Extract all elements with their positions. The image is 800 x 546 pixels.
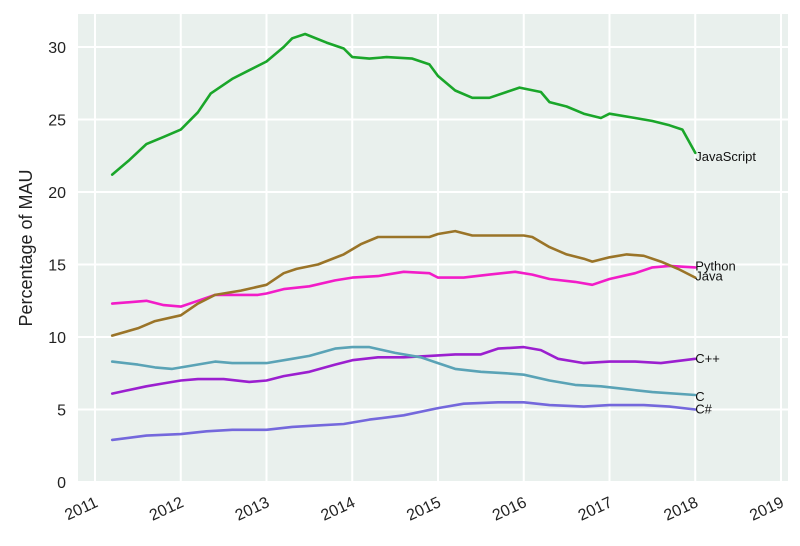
x-axis-ticks: 2011 2012 2013 2014 2015 2016 2017 2018 2019 — [62, 494, 786, 524]
x-tick-label: 2018 — [661, 494, 701, 524]
plot-background — [78, 14, 788, 482]
y-axis-ticks: 0 5 10 15 20 25 30 — [48, 40, 66, 492]
x-tick-label: 2013 — [233, 494, 273, 524]
series-line-c — [110, 345, 697, 397]
series-label: C — [695, 389, 704, 404]
series-lines — [110, 32, 697, 442]
y-tick-label: 10 — [48, 330, 66, 347]
y-tick-label: 5 — [57, 403, 66, 420]
x-tick-label: 2016 — [490, 494, 530, 524]
series-label: JavaScript — [695, 149, 756, 164]
x-tick-label: 2011 — [62, 494, 100, 524]
x-tick-label: 2015 — [404, 494, 444, 524]
series-line-c- — [110, 345, 697, 395]
series-line-java — [110, 229, 697, 337]
x-tick-label: 2014 — [318, 494, 358, 524]
series-label: C# — [695, 402, 712, 417]
y-tick-label: 20 — [48, 185, 66, 202]
y-tick-label: 25 — [48, 113, 66, 130]
x-tick-label: 2017 — [576, 494, 616, 524]
series-line-javascript — [110, 32, 697, 176]
series-label: C++ — [695, 351, 720, 366]
series-line-c- — [110, 400, 697, 442]
x-tick-label: 2012 — [147, 494, 187, 524]
series-label: Python — [695, 258, 735, 273]
y-axis-title: Percentage of MAU — [16, 169, 36, 326]
y-tick-label: 15 — [48, 258, 66, 275]
y-tick-label: 0 — [57, 475, 66, 492]
y-tick-label: 30 — [48, 40, 66, 57]
series-label: Java — [695, 269, 723, 284]
x-tick-label: 2019 — [747, 494, 787, 524]
